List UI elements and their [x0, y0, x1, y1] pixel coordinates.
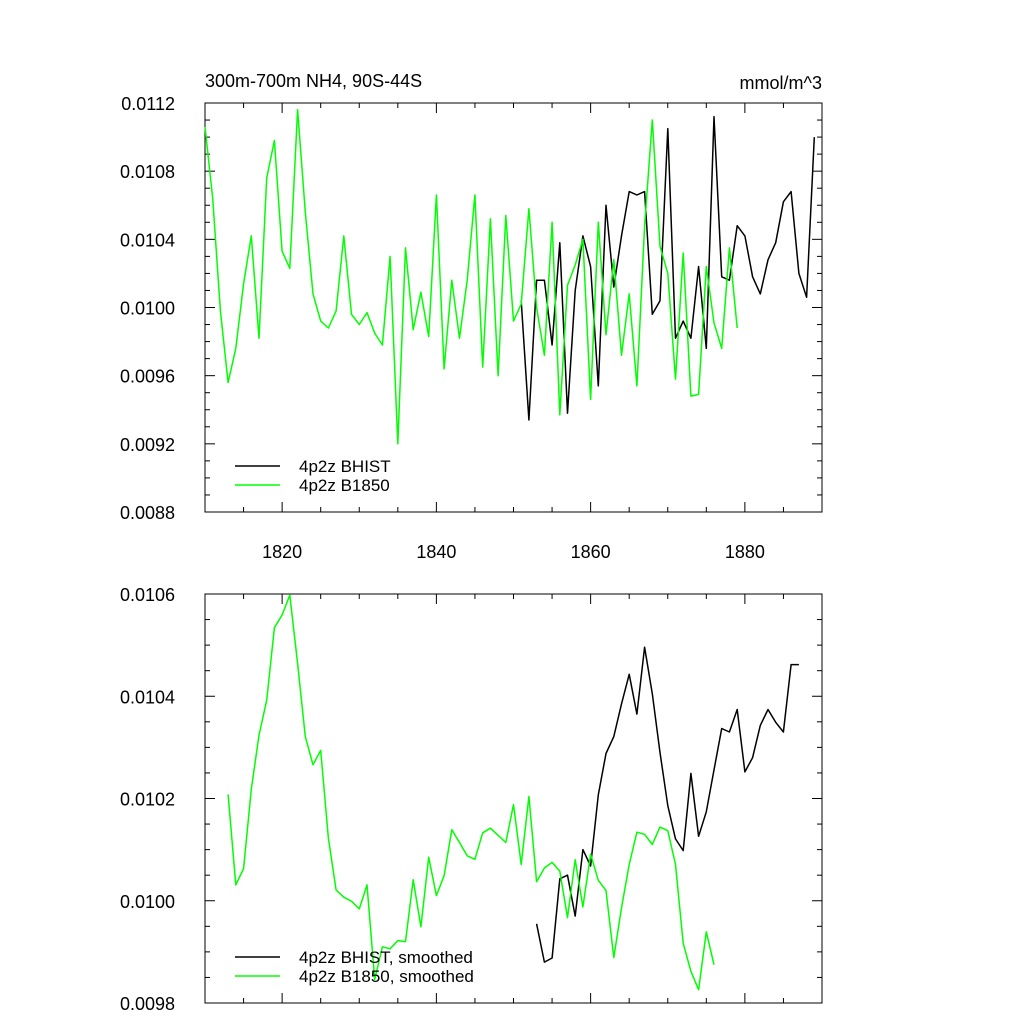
y-tick-label: 0.0100	[120, 299, 175, 319]
y-tick-label: 0.0102	[120, 790, 175, 810]
y-tick-label: 0.0112	[121, 94, 175, 114]
legend-label-1: 4p2z B1850	[299, 476, 390, 495]
y-tick-label: 0.0108	[120, 162, 175, 182]
y-tick-label: 0.0104	[120, 687, 175, 707]
plot-frame	[204, 102, 823, 513]
series-line-1	[204, 109, 738, 445]
x-tick-label: 1860	[571, 542, 611, 562]
x-tick-label: 1820	[262, 542, 302, 562]
bottom-panel: 0.0098 0.0100 0.0102 0.0104 0.0106 4p2z BHIST…	[120, 585, 823, 1014]
y-tick-label: 0.0106	[120, 585, 175, 605]
legend-label-0: 4p2z BHIST	[299, 457, 391, 476]
y-tick-label: 0.0100	[120, 892, 175, 912]
units-label: mmol/m^3	[740, 73, 822, 93]
legend-label-1: 4p2z B1850, smoothed	[299, 967, 474, 986]
x-tick-label: 1880	[725, 542, 765, 562]
y-tick-label: 0.0096	[120, 367, 175, 387]
chart-title: 300m-700m NH4, 90S-44S	[205, 71, 422, 91]
y-tick-label: 0.0088	[120, 503, 175, 523]
top-panel: 0.0088 0.0092 0.0096 0.0100 0.0104 0.0108 0.01…	[120, 71, 823, 562]
y-tick-label: 0.0092	[120, 435, 175, 455]
y-tick-label: 0.0104	[120, 230, 175, 250]
x-tick-label: 1840	[416, 542, 456, 562]
series-line-0	[520, 115, 816, 421]
plot-frame	[204, 593, 823, 1004]
series-line-0	[535, 646, 799, 963]
series-line-1	[227, 594, 715, 991]
legend-label-0: 4p2z BHIST, smoothed	[299, 948, 473, 967]
y-tick-label: 0.0098	[120, 994, 175, 1014]
